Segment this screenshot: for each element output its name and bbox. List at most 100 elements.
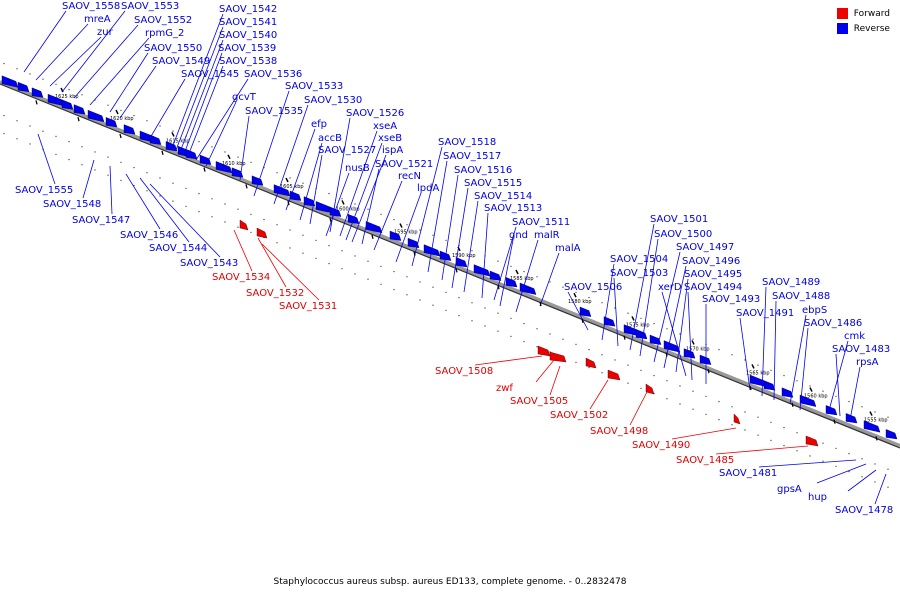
legend-forward-label: Forward [853,8,890,19]
gene-label: SAOV_1504 [610,254,668,265]
track-dot [536,276,538,278]
gene-label: SAOV_1550 [144,43,202,54]
kbp-tick-label: 1590 kbp [452,253,476,259]
gene-leader-line [493,226,517,301]
gene-leader-line [639,238,659,357]
track-dot [705,395,707,398]
gene-leader-line [539,252,560,307]
track-tick [161,150,164,155]
gene-leader-line [758,459,857,468]
track-dot [120,179,122,182]
reverse-gene-block [87,109,105,123]
gene-label: malR [534,230,560,241]
gene-leader-line [195,78,249,161]
track-dot [380,283,382,286]
reverse-gene-block [149,134,162,145]
reverse-gene-block [61,99,74,110]
legend-reverse-label: Reverse [853,23,890,34]
track-dot [835,465,837,468]
track-dot [289,177,291,179]
track-dot [406,276,408,278]
forward-gene-block [239,219,249,231]
forward-swatch [836,8,848,19]
kbp-tick-label: 1575 kbp [626,322,650,328]
track-dot [302,182,304,184]
track-dot [172,200,174,202]
track-dot [874,411,876,413]
forward-gene-block [607,369,621,381]
track-dot [731,354,733,356]
gene-leader-line [149,78,186,139]
gene-leader-line [799,327,809,411]
kbp-tick-mark [399,223,403,228]
gene-label: SAOV_1521 [375,159,433,170]
track-dot [224,151,226,153]
track-dot [133,114,135,117]
kbp-tick-mark [515,269,519,275]
gene-leader-line [847,469,877,492]
reverse-gene-block [31,87,44,98]
kbp-tick-label: 1600 kbp [336,206,360,212]
track-dot [510,335,512,338]
track-dot [757,364,759,366]
gene-leader-line [463,200,479,293]
track-dot [614,359,616,361]
gene-label: SAOV_1490 [632,440,690,451]
reverse-gene-block [123,124,136,135]
track-dot [887,468,889,470]
track-dot [471,302,473,304]
track-tick [875,436,878,441]
gene-leader-line [285,128,316,211]
kbp-tick-label: 1580 kbp [568,299,592,305]
track-dot [185,187,187,190]
reverse-gene-block [455,257,468,268]
track-dot [276,242,278,244]
gene-leader-line [567,291,589,331]
gene-label: SAOV_1506 [564,282,622,293]
track-dot [341,250,343,252]
gene-leader-line [441,174,459,281]
track-tick [749,385,752,391]
gene-leader-line [499,239,514,307]
kbp-tick-label: 1565 kbp [746,370,770,376]
gene-label: xerD [658,282,682,293]
gene-leader-line [351,154,387,243]
track-dot [562,286,564,288]
track-dot [250,161,252,164]
track-dot [237,156,239,158]
track-dot [341,268,343,270]
kbp-tick-label: 1570 kbp [686,346,710,352]
track-dot [588,366,590,369]
gene-label: SAOV_1486 [804,318,862,329]
gene-leader-line [739,317,751,391]
reverse-gene-block [699,354,712,365]
gene-leader-line [663,265,687,369]
gene-leader-line [613,277,619,347]
track-dot [419,299,421,301]
gene-label: SAOV_1503 [610,268,668,279]
lower-dotted-track [3,114,889,470]
track-dot [380,213,382,216]
gene-leader-line [835,353,841,417]
track-dot [874,463,876,465]
track-tick [119,133,122,139]
legend-reverse: Reverse [836,23,890,34]
track-dot [224,221,226,223]
track-dot [354,273,356,275]
gene-leader-line [339,130,378,237]
gene-label: SAOV_1501 [650,214,708,225]
gene-label: SAOV_1527 [318,145,376,156]
track-dot [198,192,200,195]
gene-leader-line [515,239,539,313]
gene-label: malA [555,243,581,254]
track-dot [848,470,850,473]
track-dot [3,132,5,135]
gene-label: gnd [509,230,528,241]
gene-leader-line [451,187,469,289]
track-dot [523,322,525,325]
track-dot [198,210,200,213]
kbp-tick-label: 1625 kbp [55,94,79,100]
reverse-gene-block [649,334,662,345]
reverse-gene-block [885,429,898,440]
gene-leader-line [187,65,224,157]
